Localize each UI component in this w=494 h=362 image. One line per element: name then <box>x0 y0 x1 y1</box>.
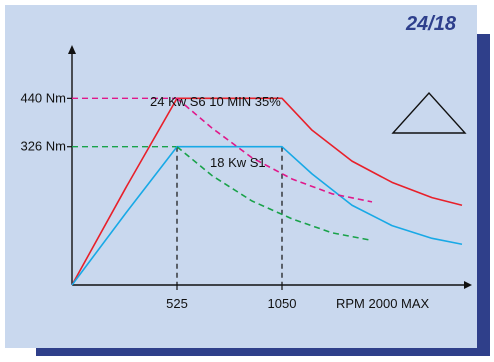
y-tick-label-326: 326 Nm <box>20 139 66 154</box>
chart-panel <box>5 5 477 348</box>
x-axis-label: RPM 2000 MAX <box>336 296 430 311</box>
guide-lines <box>72 97 283 285</box>
x-tick-label-525: 525 <box>166 296 188 311</box>
series-line-s6-torque <box>71 97 463 286</box>
axes <box>68 45 472 289</box>
series-line-s1-torque <box>71 145 463 286</box>
series-label-s6: 24 Kw S6 10 MIN 35% <box>150 94 281 109</box>
y-tick-label-440: 440 Nm <box>20 90 66 105</box>
series-label-s1: 18 Kw S1 <box>210 155 266 170</box>
series-line-s6-power <box>176 97 373 203</box>
series-line-s1-power <box>176 146 373 242</box>
code-label: 24/18 <box>405 13 457 35</box>
triangle-outline-icon <box>391 91 467 134</box>
x-axis-arrow <box>464 281 472 289</box>
series-lines <box>71 97 463 286</box>
axis-ticks: 525 1050 440 Nm 326 Nm <box>20 90 296 311</box>
y-axis-arrow <box>68 45 76 54</box>
x-tick-label-1050: 1050 <box>268 296 297 311</box>
